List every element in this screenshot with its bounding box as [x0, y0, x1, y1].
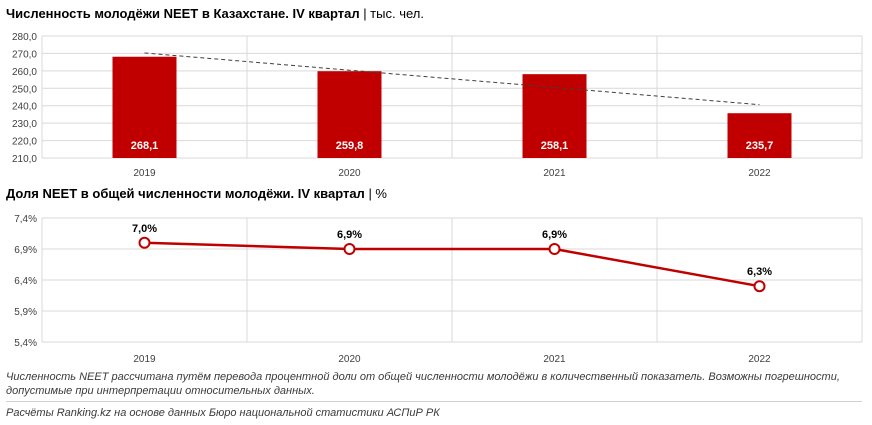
trendline: [144, 52, 760, 106]
y-tick-label: 7,4%: [14, 214, 37, 225]
x-tick-label: 2019: [133, 354, 156, 365]
bar-value-label: 259,8: [336, 140, 364, 152]
x-tick-label: 2022: [748, 354, 771, 365]
y-tick-label: 250,0: [12, 84, 37, 95]
y-tick-label: 280,0: [12, 32, 37, 43]
chart-title-neet-count: Численность молодёжи NEET в Казахстане. …: [6, 6, 424, 21]
bar: [727, 113, 792, 158]
bar: [112, 56, 177, 158]
y-tick-label: 5,4%: [14, 338, 37, 349]
data-point: [548, 243, 561, 255]
neet-share-line-chart: 5,4% 5,9% 6,4% 6,9% 7,4% 7,0% 2019 6,9% 2020 6,9%…: [14, 214, 863, 365]
point-value-label: 6,9%: [542, 229, 567, 241]
chart-title-main: Численность молодёжи NEET в Казахстане. …: [6, 6, 360, 21]
series-line: [144, 241, 760, 288]
chart-title-unit: | тыс. чел.: [359, 6, 424, 21]
x-tick-label: 2022: [748, 168, 771, 179]
bar-value-label: 235,7: [746, 140, 774, 152]
point-value-label: 6,3%: [747, 266, 772, 278]
bar: [522, 74, 587, 158]
y-tick-label: 260,0: [12, 67, 37, 78]
methodology-note: Численность NEET рассчитана путём перево…: [6, 371, 840, 397]
y-tick-label: 240,0: [12, 102, 37, 113]
y-tick-label: 6,9%: [14, 245, 37, 256]
y-tick-label: 230,0: [12, 119, 37, 130]
source-note: Расчёты Ranking.kz на основе данных Бюро…: [6, 407, 440, 419]
y-tick-label: 6,4%: [14, 276, 37, 287]
data-point: [753, 280, 766, 293]
point-value-label: 7,0%: [132, 223, 157, 235]
bar: [317, 71, 382, 158]
y-tick-label: 5,9%: [14, 307, 37, 318]
point-value-label: 6,9%: [337, 229, 362, 241]
neet-count-bar-chart: 210,0 220,0 230,0 240,0 250,0 260,0 270,0 280,0…: [12, 32, 863, 179]
x-tick-label: 2021: [543, 354, 566, 365]
chart-title-neet-share: Доля NEET в общей численности молодёжи. …: [6, 186, 387, 201]
bar-value-label: 268,1: [131, 140, 159, 152]
x-tick-label: 2020: [338, 168, 361, 179]
bar-value-label: 258,1: [541, 140, 569, 152]
x-tick-label: 2020: [338, 354, 361, 365]
y-tick-label: 220,0: [12, 137, 37, 148]
x-tick-label: 2019: [133, 168, 156, 179]
data-point: [138, 236, 151, 249]
y-tick-label: 270,0: [12, 49, 37, 60]
chart-title-main: Доля NEET в общей численности молодёжи. …: [6, 186, 365, 201]
chart-title-unit: | %: [364, 186, 387, 201]
x-tick-label: 2021: [543, 168, 566, 179]
y-tick-label: 210,0: [12, 154, 37, 165]
data-point: [343, 243, 356, 255]
divider: [6, 401, 862, 402]
